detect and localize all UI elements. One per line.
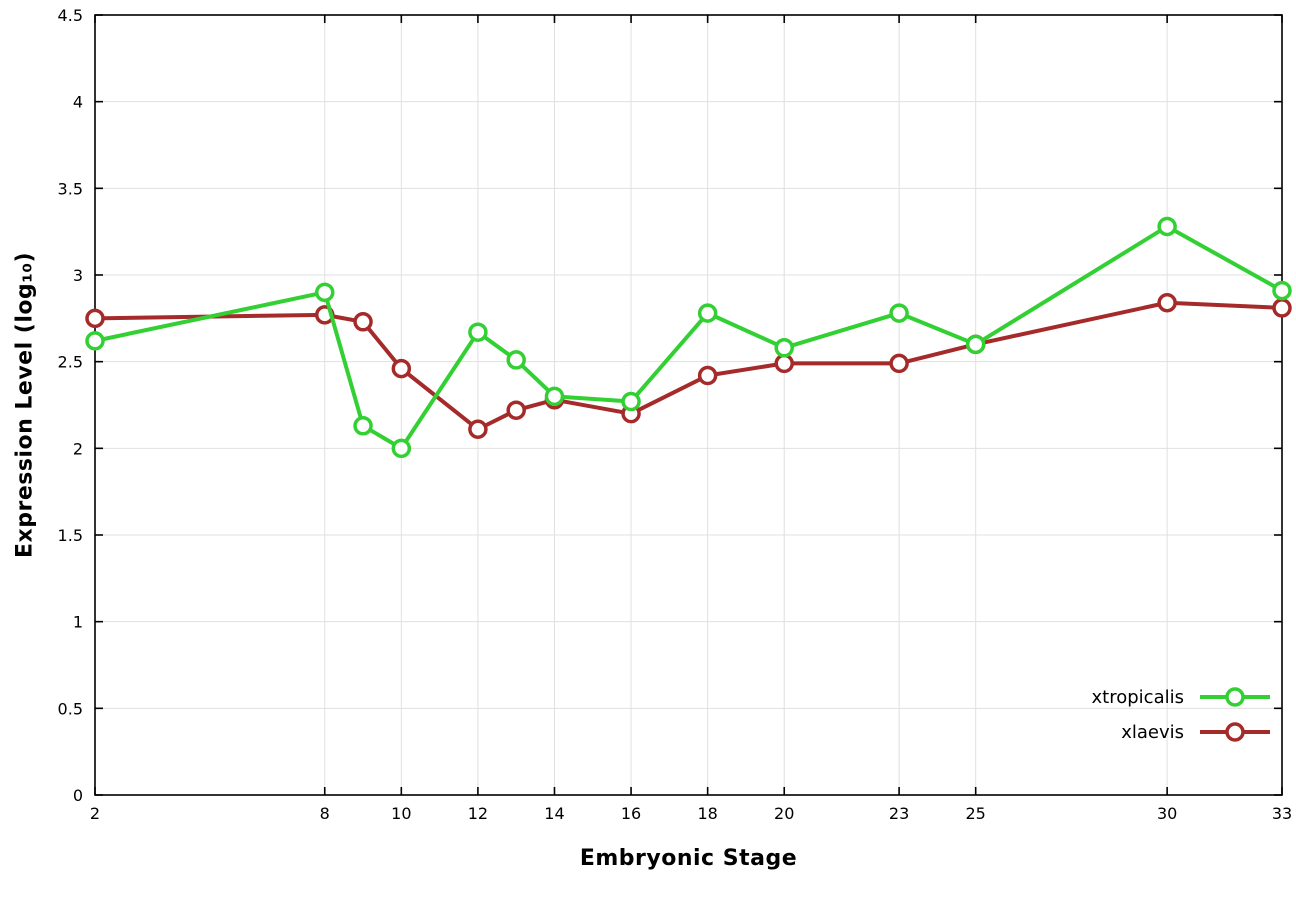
data-point-xlaevis (774, 353, 794, 374)
y-tick-label: 4.5 (58, 6, 83, 25)
data-point-xtropicalis (353, 416, 373, 436)
x-axis-label: Embryonic Stage (579, 846, 798, 871)
data-point-xlaevis (353, 312, 373, 332)
y-tick-label: 0.5 (58, 699, 83, 718)
data-point-xtropicalis (1157, 216, 1177, 237)
legend-marker-xtropicalis (1200, 687, 1270, 707)
plot-border (94, 14, 1283, 796)
x-tick-label: 10 (391, 804, 411, 823)
x-tick-label: 2 (90, 804, 100, 823)
data-point-xtropicalis (774, 338, 794, 358)
data-point-xlaevis (506, 400, 526, 420)
y-tick-label: 0 (73, 786, 83, 805)
y-tick-label: 2 (73, 439, 83, 458)
y-tick-label: 3.5 (58, 179, 83, 198)
x-tick-label: 23 (889, 804, 909, 823)
data-point-xtropicalis (391, 438, 412, 459)
data-point-xlaevis (889, 353, 909, 374)
legend-label-xtropicalis: xtropicalis (1091, 686, 1184, 708)
data-point-xtropicalis (314, 282, 335, 303)
data-point-xtropicalis (621, 391, 641, 412)
data-point-xtropicalis (506, 350, 526, 370)
x-tick-label: 20 (774, 804, 794, 823)
legend-marker-xlaevis (1200, 722, 1270, 742)
data-point-xtropicalis (468, 322, 488, 342)
y-tick-label: 4 (73, 93, 83, 112)
x-tick-label: 30 (1157, 804, 1177, 823)
legend: xtropicalis xlaevis (1092, 684, 1274, 745)
data-point-xlaevis (1157, 292, 1177, 313)
data-point-xlaevis (697, 365, 718, 386)
x-tick-label: 12 (468, 804, 488, 823)
x-tick-label: 25 (965, 804, 985, 823)
data-point-xtropicalis (85, 331, 105, 351)
data-point-xlaevis (85, 308, 105, 329)
x-tick-label: 8 (320, 804, 330, 823)
data-point-xtropicalis (889, 303, 909, 323)
y-tick-label: 1 (73, 613, 83, 632)
series-line-xlaevis (93, 300, 1284, 432)
y-tick-label: 3 (73, 266, 83, 285)
legend-sample-marker (1225, 722, 1245, 742)
x-tick-label: 16 (621, 804, 641, 823)
data-point-xtropicalis (1272, 280, 1292, 301)
y-tick-label: 1.5 (58, 526, 83, 545)
x-tick-label: 33 (1272, 804, 1292, 823)
legend-item-xlaevis: xlaevis (1092, 719, 1274, 745)
data-point-xlaevis (468, 419, 488, 440)
data-point-xtropicalis (965, 334, 986, 355)
y-tick-label: 2.5 (58, 353, 83, 372)
y-axis-label: Expression Level (log₁₀) (12, 251, 38, 559)
data-point-xlaevis (1272, 298, 1292, 318)
series-line-xtropicalis (93, 224, 1284, 451)
data-point-xtropicalis (544, 386, 565, 407)
data-point-xtropicalis (697, 303, 718, 323)
legend-item-xtropicalis: xtropicalis (1092, 684, 1274, 710)
x-tick-label: 18 (697, 804, 717, 823)
data-point-xlaevis (391, 358, 412, 379)
x-tick-label: 14 (544, 804, 564, 823)
legend-label-xlaevis: xlaevis (1121, 721, 1184, 743)
legend-sample-marker (1225, 687, 1245, 707)
